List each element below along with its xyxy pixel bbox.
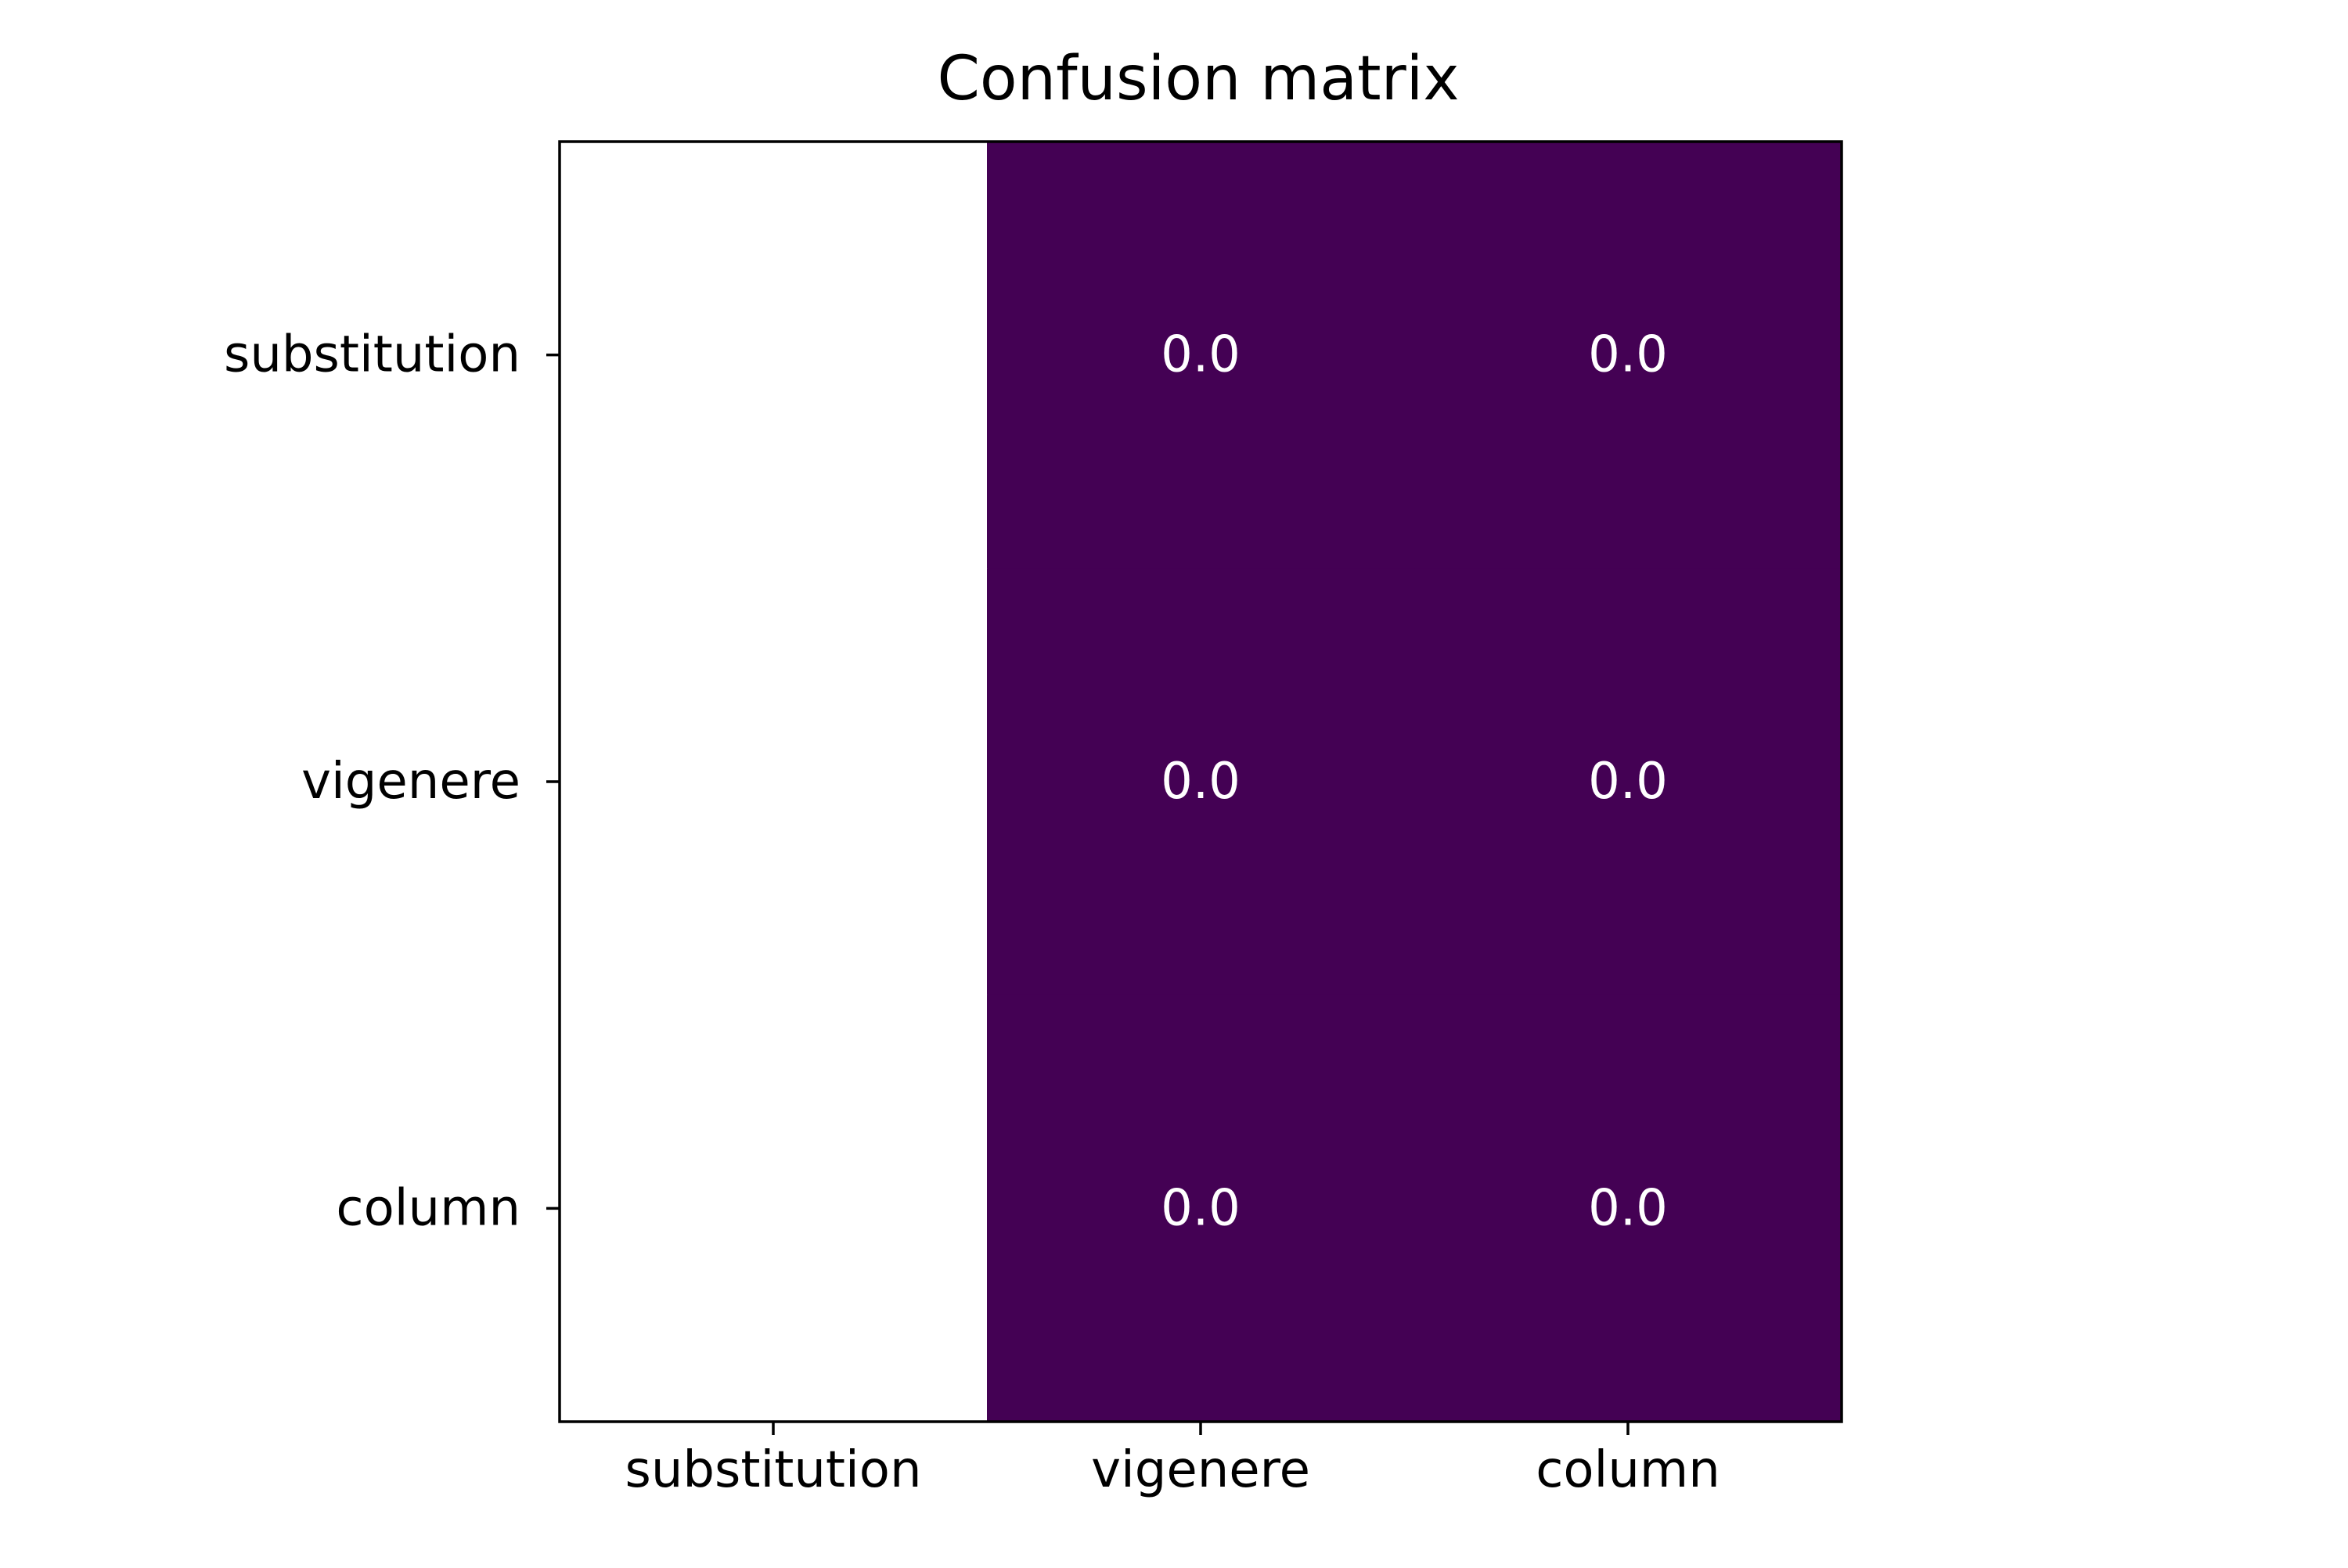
heatmap-cell-r2-c1	[987, 994, 1415, 1422]
x-tick-label-0: substitution	[625, 1441, 922, 1499]
y-tick-label-1: vigenere	[301, 753, 520, 811]
heatmap-cell-r2-c2	[1414, 994, 1842, 1422]
cell-label-r0-c2: 0.0	[1588, 326, 1668, 384]
heatmap-cell-r2-c0	[560, 994, 988, 1422]
heatmap-cell-r0-c1	[987, 142, 1415, 569]
y-axis: substitution vigenere column	[224, 326, 560, 1237]
heatmap-cells	[560, 142, 1842, 1422]
x-axis: substitution vigenere column	[625, 1422, 1720, 1499]
heatmap-cell-r0-c2	[1414, 142, 1842, 569]
cell-value-labels: 0.0 0.0 0.0 0.0 0.0 0.0	[1161, 326, 1668, 1238]
heatmap-cell-r1-c2	[1414, 568, 1842, 996]
x-tick-label-2: column	[1536, 1441, 1720, 1499]
y-tick-label-2: column	[336, 1179, 520, 1237]
heatmap-cell-r1-c1	[987, 568, 1415, 996]
cell-label-r2-c1: 0.0	[1161, 1179, 1241, 1237]
cell-label-r1-c2: 0.0	[1588, 753, 1668, 811]
x-tick-label-1: vigenere	[1091, 1441, 1310, 1499]
cell-label-r1-c1: 0.0	[1161, 753, 1241, 811]
chart-title: Confusion matrix	[937, 44, 1459, 114]
heatmap-cell-r1-c0	[560, 568, 988, 996]
cell-label-r2-c2: 0.0	[1588, 1179, 1668, 1237]
y-tick-label-0: substitution	[224, 326, 520, 384]
cell-label-r0-c1: 0.0	[1161, 326, 1241, 384]
heatmap-cell-r0-c0	[560, 142, 988, 569]
